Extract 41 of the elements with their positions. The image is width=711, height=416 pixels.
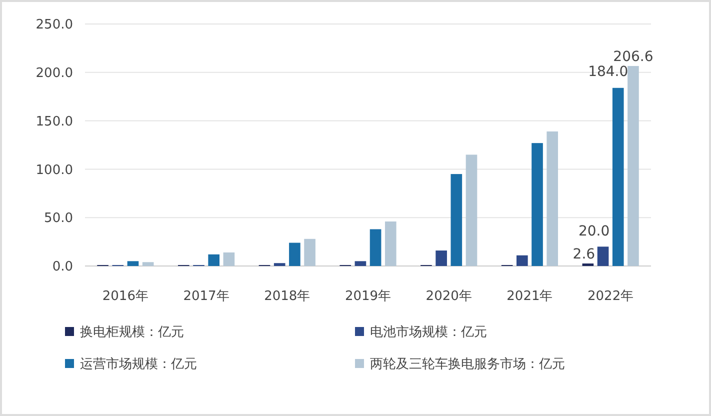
bar: [436, 250, 447, 266]
bar: [597, 246, 609, 266]
bar: [450, 174, 462, 266]
bar: [582, 263, 594, 266]
bar: [370, 229, 382, 266]
bar: [289, 242, 300, 266]
bar: [354, 261, 366, 266]
bar: [384, 221, 396, 266]
bar: [612, 88, 624, 266]
bar: [546, 131, 558, 266]
bar: [223, 252, 235, 266]
bar: [208, 254, 220, 266]
bar: [304, 238, 316, 266]
bar: [127, 261, 139, 266]
x-tick-label: 2019年: [344, 289, 392, 304]
x-tick-label: 2021年: [506, 289, 553, 304]
x-tick-label: 2022年: [588, 289, 634, 304]
y-tick-label: 150.0: [36, 114, 73, 130]
legend-label: 运营市场规模：亿元: [80, 357, 197, 372]
bar: [628, 66, 639, 266]
x-tick-label: 2017年: [183, 289, 230, 304]
bar: [274, 263, 286, 266]
y-tick-label: 100.0: [36, 162, 73, 178]
legend-label: 两轮及三轮车换电服务市场：亿元: [370, 357, 565, 372]
data-label: 20.0: [578, 224, 610, 240]
y-tick-label: 250.0: [36, 18, 73, 33]
y-tick-label: 200.0: [36, 66, 73, 81]
x-tick-label: 2018年: [264, 289, 310, 304]
bar: [142, 262, 154, 266]
data-label: 206.6: [613, 49, 654, 66]
y-tick-label: 0.0: [52, 260, 73, 275]
legend-label: 电池市场规模：亿元: [370, 325, 487, 340]
data-label: 184.0: [588, 64, 628, 80]
bar: [466, 154, 478, 266]
data-label: 2.6: [572, 246, 596, 262]
legend-label: 换电柜规模：亿元: [80, 325, 184, 340]
y-tick-label: 50.0: [44, 211, 73, 226]
bar: [532, 143, 543, 266]
x-tick-label: 2016年: [102, 289, 148, 304]
x-tick-label: 2020年: [426, 289, 472, 304]
bar: [516, 255, 528, 266]
